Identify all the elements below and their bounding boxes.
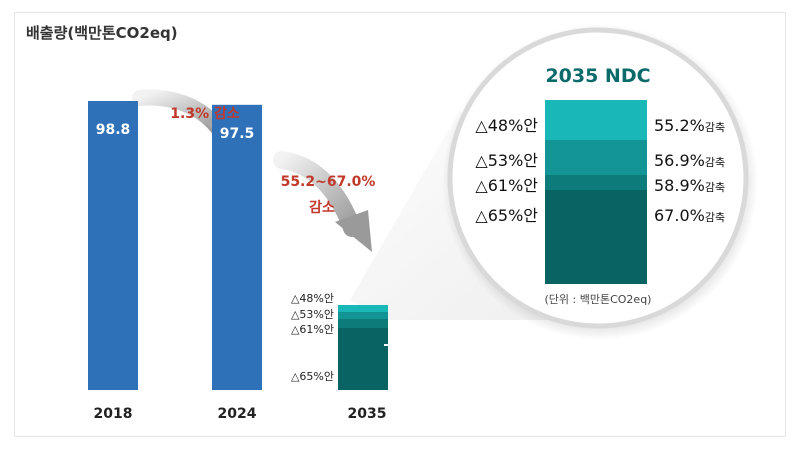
- ndc-tier-label: △61%안: [475, 176, 538, 195]
- ndc-bar-segment: [545, 175, 647, 190]
- ndc-tier-reduction: 55.2%감축: [654, 116, 725, 135]
- ndc-title: 2035 NDC: [545, 65, 650, 87]
- chart-frame: [14, 12, 786, 437]
- bar-2035-segment: [338, 328, 388, 390]
- small-tier-label: △65%안: [291, 370, 334, 383]
- ndc-tier-reduction: 58.9%감축: [654, 176, 725, 195]
- ndc-bar-segment: [545, 100, 647, 140]
- ndc-tier-label: △53%안: [475, 151, 538, 170]
- ndc-reduction-suffix: 감축: [705, 181, 725, 194]
- ndc-tier-reduction: 67.0%감축: [654, 206, 725, 225]
- ndc-bar-segment: [545, 190, 647, 284]
- ndc-reduction-value: 58.9%: [654, 176, 705, 195]
- x-tick-label: 2035: [348, 406, 387, 422]
- small-tier-label: △53%안: [291, 308, 334, 321]
- ndc-reduction-value: 56.9%: [654, 151, 705, 170]
- bar-2018: [88, 101, 138, 390]
- ndc-unit-note: (단위 : 백만톤CO2eq): [545, 293, 652, 306]
- bar-2035-segment: [338, 305, 388, 312]
- arrow-2024-2035: [273, 151, 361, 237]
- ndc-reduction-suffix: 감축: [705, 156, 725, 169]
- bar-value-label: 97.5: [220, 126, 255, 142]
- ndc-reduction-suffix: 감축: [705, 211, 725, 224]
- bar-2035-segment: [338, 319, 388, 328]
- ndc-reduction-value: 55.2%: [654, 116, 705, 135]
- small-tier-label: △48%안: [291, 292, 334, 305]
- ndc-tier-label: △65%안: [475, 206, 538, 225]
- x-tick-label: 2018: [94, 406, 133, 422]
- bar-2035-segment: [338, 312, 388, 319]
- chart-title: 배출량(백만톤CO2eq): [26, 24, 178, 42]
- small-tier-label: △61%안: [291, 323, 334, 336]
- ndc-tier-reduction: 56.9%감축: [654, 151, 725, 170]
- ndc-tier-label: △48%안: [475, 116, 538, 135]
- arrow-head-2024-2035: [335, 210, 372, 252]
- bar-2024: [212, 104, 262, 390]
- annotation-reduction-2035: 55.2~67.0%: [281, 174, 376, 190]
- x-tick-label: 2024: [218, 406, 257, 422]
- annotation-reduction-2035-suffix: 감소: [309, 199, 335, 216]
- bar-value-label: 98.8: [96, 122, 131, 138]
- ndc-bar-segment: [545, 140, 647, 175]
- ndc-reduction-value: 67.0%: [654, 206, 705, 225]
- annotation-reduction-2024: 1.3% 감소: [170, 105, 240, 122]
- ndc-reduction-suffix: 감축: [705, 121, 725, 134]
- bar-2035-marker: [384, 344, 388, 346]
